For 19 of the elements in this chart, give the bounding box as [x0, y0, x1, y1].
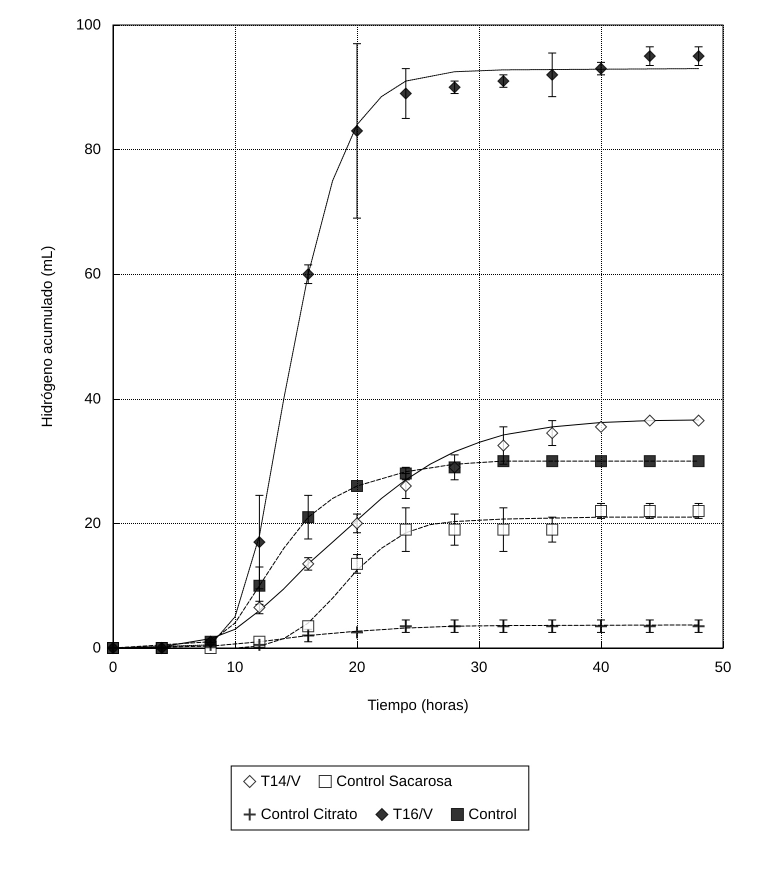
x-tick-label: 0 — [108, 659, 118, 676]
y-tick-label: 100 — [76, 16, 101, 34]
y-tick-label: 80 — [84, 141, 101, 158]
y-axis-title: Hidrógeno acumulado (mL) — [39, 246, 56, 428]
x-tick-label: 10 — [226, 659, 244, 676]
legend-label: T16/V — [392, 806, 433, 823]
x-tick-label: 40 — [592, 659, 610, 676]
legend-label: Control Sacarosa — [336, 773, 453, 790]
x-tick-label: 50 — [714, 659, 732, 676]
x-tick-label: 20 — [348, 659, 366, 676]
x-axis-title: Tiempo (horas) — [367, 697, 469, 714]
legend-label: Control Citrato — [260, 806, 358, 823]
legend-label: Control — [468, 806, 517, 823]
y-tick-label: 20 — [84, 514, 101, 532]
y-tick-label: 0 — [92, 640, 101, 656]
y-tick-label: 60 — [84, 266, 101, 283]
x-tick-label: 30 — [470, 659, 488, 676]
legend-label: T14/V — [260, 773, 301, 790]
y-tick-label: 40 — [84, 390, 101, 408]
